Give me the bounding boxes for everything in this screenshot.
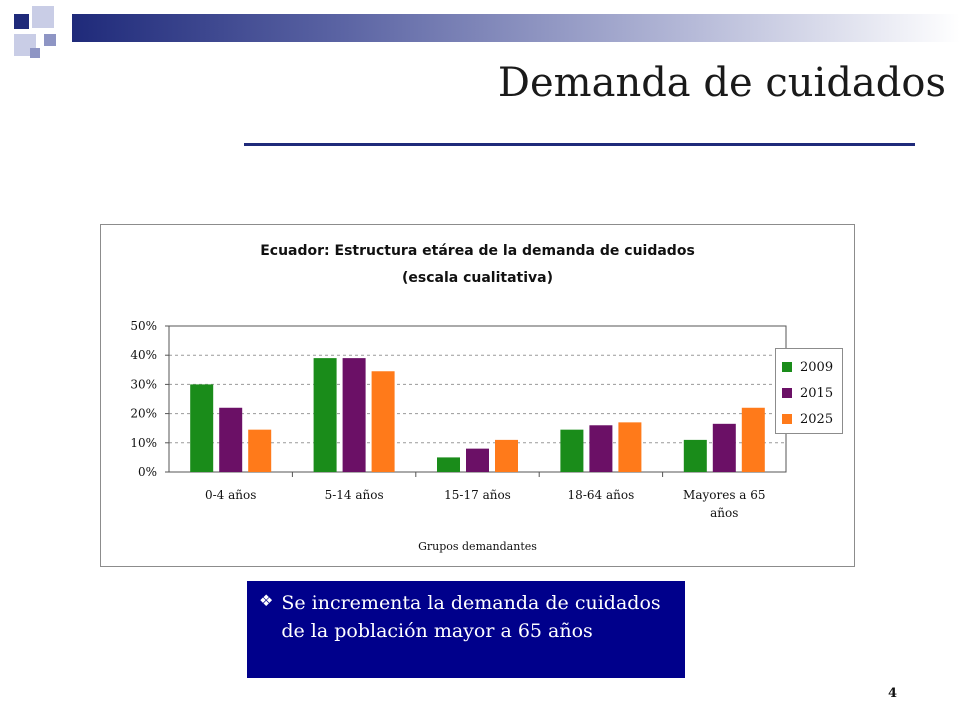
logo-square-light [32, 6, 54, 28]
title-underline [244, 143, 915, 146]
y-tick-label: 0% [138, 465, 157, 479]
legend-swatch [782, 362, 792, 372]
x-tick-label: 15-17 años [444, 488, 511, 502]
bar [437, 457, 460, 472]
diamond-bullet-icon: ❖ [259, 591, 274, 610]
bar-chart: 0% 10% 20% 30% 40% 50% 0-4 años 5-14 años 15-17 … [130, 319, 787, 553]
bar [313, 358, 337, 472]
bar [618, 422, 642, 472]
legend-item: 2015 [776, 380, 842, 406]
bar [248, 429, 272, 472]
legend-swatch [782, 414, 792, 424]
slide-title: Demanda de cuidados [497, 60, 946, 106]
bar [589, 425, 613, 472]
bar [190, 384, 214, 472]
bar [219, 407, 243, 472]
x-tick-label: años [710, 506, 738, 520]
legend-item: 2025 [776, 406, 842, 432]
x-tick-label: 0-4 años [205, 488, 256, 502]
y-tick-label: 30% [130, 377, 157, 391]
x-tick-label: Mayores a 65 [683, 488, 766, 502]
legend-swatch [782, 388, 792, 398]
y-tick-label: 40% [130, 348, 157, 362]
legend-label: 2015 [800, 385, 834, 401]
y-tick-label: 20% [130, 407, 157, 421]
x-axis-label: Grupos demandantes [418, 540, 537, 553]
chart-frame: Ecuador: Estructura etárea de la demanda… [100, 224, 855, 567]
bar [466, 448, 489, 472]
y-tick-label: 50% [130, 319, 157, 333]
bar [342, 358, 366, 472]
legend-label: 2025 [800, 411, 834, 427]
note-box: ❖ Se incrementa la demanda de cuidados d… [247, 581, 685, 678]
bar [712, 423, 736, 472]
chart-title: Ecuador: Estructura etárea de la demanda… [260, 243, 695, 259]
y-tick-label: 10% [130, 436, 157, 450]
logo-square-mid [44, 34, 56, 46]
bar [495, 439, 518, 472]
bar [371, 371, 395, 472]
chart-subtitle: (escala cualitativa) [401, 270, 553, 286]
page-number: 4 [888, 686, 898, 701]
x-tick-label: 5-14 años [325, 488, 384, 502]
legend-item: 2009 [776, 354, 842, 380]
bar [683, 439, 707, 472]
x-tick-label: 18-64 años [568, 488, 635, 502]
chart-legend: 2009 2015 2025 [775, 348, 843, 434]
logo-square-dark [14, 14, 29, 29]
bar [741, 407, 765, 472]
legend-label: 2009 [800, 359, 834, 375]
bar [560, 429, 584, 472]
header-gradient-bar [72, 14, 960, 42]
note-text: Se incrementa la demanda de cuidados de … [281, 592, 661, 642]
logo-square-small [30, 48, 40, 58]
